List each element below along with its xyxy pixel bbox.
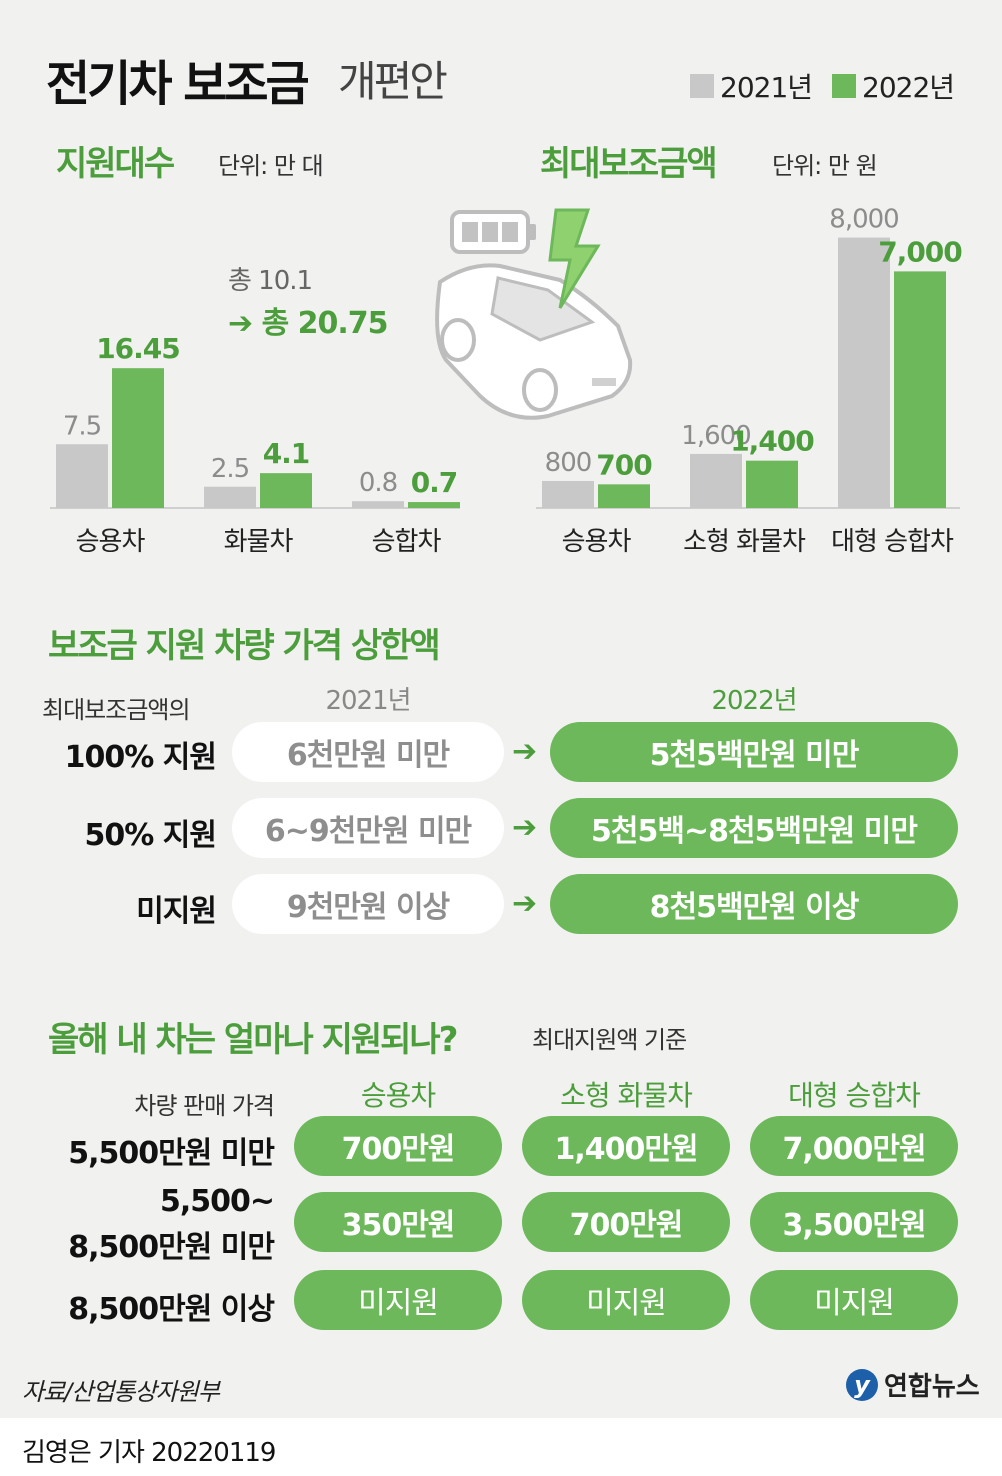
price-cap-row-label: 미지원 xyxy=(136,894,217,929)
category-label: 대형 승합차 xyxy=(831,527,954,557)
bar-2021 xyxy=(542,480,594,508)
byline: 김영은 기자 20220119 xyxy=(22,1438,276,1468)
price-cap-2022-value: 5천5백~8천5백만원 미만 xyxy=(550,798,958,858)
category-label: 승용차 xyxy=(76,527,146,557)
arrow-right-icon: ➔ xyxy=(512,734,538,769)
bar-2022 xyxy=(408,502,460,508)
price-cap-col-2021: 2021년 xyxy=(325,686,411,716)
category-label: 승용차 xyxy=(562,527,632,557)
legend-swatch-2021 xyxy=(690,74,714,98)
bar-2022 xyxy=(598,484,650,508)
bar-2021 xyxy=(352,501,404,508)
arrow-right-icon: ➔ xyxy=(512,810,538,845)
bar-value-label: 7,000 xyxy=(878,235,962,268)
category-label: 화물차 xyxy=(224,527,294,557)
chart1-title: 지원대수 xyxy=(56,144,175,184)
price-cap-2021-value: 6천만원 미만 xyxy=(232,722,504,782)
bar-2021 xyxy=(838,237,890,508)
my-car-row-label: 5,500만원 미만 xyxy=(68,1136,275,1171)
footer-bar xyxy=(0,1418,1002,1476)
my-car-amount: 미지원 xyxy=(522,1270,730,1330)
price-cap-col-2022: 2022년 xyxy=(711,686,797,716)
logo-text: 연합뉴스 xyxy=(884,1372,980,1402)
legend-swatch-2022 xyxy=(832,74,856,98)
legend-label-2021: 2021년 xyxy=(720,71,813,104)
category-label: 승합차 xyxy=(372,527,442,557)
chart1-total-2022-text: 총 20.75 xyxy=(261,306,389,341)
bar-value-label: 0.8 xyxy=(359,468,397,498)
chart1-unit: 단위: 만 대 xyxy=(218,152,324,180)
price-cap-2021-value: 6~9천만원 미만 xyxy=(232,798,504,858)
bar-value-label: 8,000 xyxy=(829,205,898,235)
page-title: 전기차 보조금 xyxy=(46,56,310,112)
my-car-col-large-van: 대형 승합차 xyxy=(788,1079,921,1112)
bar-2022 xyxy=(746,460,798,508)
my-car-amount: 1,400만원 xyxy=(522,1116,730,1176)
my-car-col-passenger: 승용차 xyxy=(360,1079,436,1112)
bar-value-label: 0.7 xyxy=(411,466,458,499)
source-text: 자료/산업통상자원부 xyxy=(22,1378,220,1406)
my-car-amount: 700만원 xyxy=(522,1192,730,1252)
my-car-col-small-truck: 소형 화물차 xyxy=(560,1079,693,1112)
bar-value-label: 7.5 xyxy=(63,411,101,441)
price-cap-2022-value: 8천5백만원 이상 xyxy=(550,874,958,934)
bar-value-label: 2.5 xyxy=(211,454,249,484)
category-label: 소형 화물차 xyxy=(683,527,806,557)
my-car-amount: 3,500만원 xyxy=(750,1192,958,1252)
price-cap-title: 보조금 지원 차량 가격 상한액 xyxy=(48,626,441,666)
bar-value-label: 1,400 xyxy=(730,425,814,458)
price-cap-2021-value: 9천만원 이상 xyxy=(232,874,504,934)
chart1-total-2022: ➔ 총 20.75 xyxy=(228,298,389,342)
lightning-bolt-icon xyxy=(548,208,601,309)
my-car-row-label: 8,500만원 이상 xyxy=(68,1292,275,1327)
my-car-row-caption: 차량 판매 가격 xyxy=(134,1092,275,1120)
ev-illustration xyxy=(435,208,633,420)
car-icon xyxy=(435,263,633,420)
bar-2022 xyxy=(112,368,164,508)
my-car-amount: 350만원 xyxy=(294,1192,502,1252)
price-cap-2022-value: 5천5백만원 미만 xyxy=(550,722,958,782)
bar-value-label: 800 xyxy=(545,448,592,478)
battery-icon xyxy=(450,210,536,254)
my-car-amount: 미지원 xyxy=(294,1270,502,1330)
chart2-unit: 단위: 만 원 xyxy=(772,152,878,180)
legend-label-2022: 2022년 xyxy=(862,71,955,104)
yonhap-logo-icon: y xyxy=(846,1368,878,1401)
charts-svg: 7.5 16.45 승용차 2.5 4.1 화물차 0.8 0.7 승합차 800 700 승용차 1… xyxy=(50,205,963,557)
bar-2022 xyxy=(894,271,946,508)
bar-2022 xyxy=(260,473,312,508)
price-cap-row-label: 50% 지원 xyxy=(84,818,217,853)
yonhap-logo: y 연합뉴스 xyxy=(846,1366,980,1403)
arrow-icon: ➔ xyxy=(228,306,262,341)
price-cap-row-label: 100% 지원 xyxy=(64,740,217,775)
my-car-amount: 미지원 xyxy=(750,1270,958,1330)
legend-2022: 2022년 xyxy=(832,66,955,106)
page-subtitle: 개편안 xyxy=(338,57,448,106)
arrow-right-icon: ➔ xyxy=(512,886,538,921)
bar-value-label: 4.1 xyxy=(263,437,310,470)
price-cap-row-caption: 최대보조금액의 xyxy=(42,696,191,724)
my-car-row-label-line2: 8,500만원 미만 xyxy=(68,1230,275,1265)
bar-2021 xyxy=(204,486,256,508)
chart2-title: 최대보조금액 xyxy=(540,144,718,184)
my-car-amount: 700만원 xyxy=(294,1116,502,1176)
legend-2021: 2021년 xyxy=(690,66,813,106)
my-car-note: 최대지원액 기준 xyxy=(532,1026,687,1054)
bar-value-label: 16.45 xyxy=(96,332,180,365)
my-car-amount: 7,000만원 xyxy=(750,1116,958,1176)
my-car-row-label-line1: 5,500~ xyxy=(159,1184,275,1219)
bar-value-label: 700 xyxy=(596,448,652,481)
bar-value-label: 1,600 xyxy=(681,421,750,451)
bar-2021 xyxy=(690,453,742,508)
bar-2021 xyxy=(56,444,108,508)
chart1-total-2021: 총 10.1 xyxy=(228,266,313,296)
my-car-title: 올해 내 차는 얼마나 지원되나? xyxy=(48,1020,458,1060)
chart1-bars: 7.5 16.45 승용차 2.5 4.1 화물차 0.8 0.7 승합차 xyxy=(56,332,460,557)
